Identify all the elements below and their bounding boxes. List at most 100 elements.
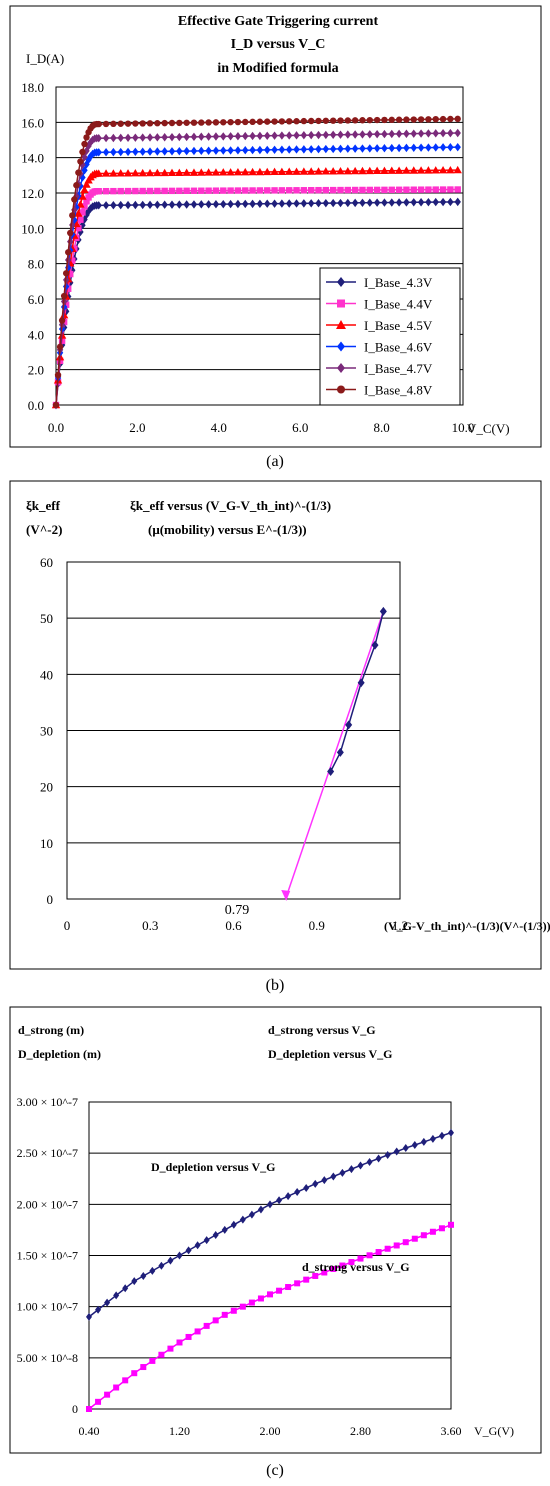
y-tick-label-b: 50: [40, 611, 53, 626]
data-point-a: [198, 119, 205, 126]
data-point-c: [140, 1364, 147, 1371]
data-point-c: [312, 1179, 319, 1188]
data-point-a: [110, 147, 117, 157]
data-point-a: [351, 144, 359, 153]
data-point-c: [402, 1144, 409, 1153]
data-point-a: [359, 144, 366, 153]
data-point-a: [447, 197, 454, 207]
data-point-c: [122, 1284, 129, 1293]
data-point-c: [185, 1246, 192, 1255]
data-point-a: [154, 133, 161, 142]
data-point-a: [161, 133, 168, 142]
y-tick-label-b: 30: [40, 724, 53, 739]
data-point-a: [138, 168, 147, 177]
data-point-c: [248, 1210, 255, 1219]
data-point-a: [432, 129, 439, 138]
data-point-a: [388, 198, 395, 207]
data-point-a: [271, 187, 278, 194]
data-point-a: [124, 120, 132, 127]
data-point-a: [286, 118, 293, 125]
data-point-a: [286, 187, 293, 194]
data-point-c: [303, 1276, 310, 1283]
data-point-a: [256, 187, 264, 194]
data-point-c: [375, 1249, 382, 1256]
data-point-c: [330, 1266, 337, 1273]
data-point-a: [67, 270, 74, 278]
data-point-a: [58, 317, 66, 324]
data-point-a: [387, 166, 396, 174]
legend-item-a: I_Base_4.7V: [326, 361, 433, 376]
data-point-a: [146, 147, 154, 156]
data-point-c: [176, 1251, 183, 1260]
chart-c-ylabel-1: d_strong (m): [18, 1023, 84, 1037]
data-point-a: [403, 186, 410, 193]
legend-label-a: I_Base_4.8V: [364, 383, 433, 398]
series-c-0: [86, 1128, 454, 1321]
data-point-a: [117, 200, 124, 210]
x-tick-label-b: 0.6: [225, 918, 242, 933]
data-point-a: [322, 117, 330, 124]
data-point-a: [403, 129, 410, 138]
legend-marker-a: [337, 363, 345, 373]
y-tick-label-a: 18.0: [21, 80, 44, 95]
legend-label-a: I_Base_4.7V: [364, 361, 433, 376]
data-point-a: [410, 143, 417, 152]
data-point-a: [110, 120, 117, 128]
data-point-a: [454, 197, 461, 207]
data-point-a: [234, 146, 242, 155]
data-point-a: [439, 115, 447, 123]
data-point-a: [146, 187, 154, 195]
data-point-a: [410, 186, 417, 193]
data-point-a: [190, 146, 198, 156]
data-point-c: [402, 1239, 409, 1246]
data-point-a: [321, 167, 331, 175]
x-tick-label-b: 0: [64, 918, 71, 933]
data-point-a: [286, 199, 293, 208]
data-point-a: [395, 143, 403, 153]
chart-c-ylabel-2: D_depletion (m): [18, 1047, 101, 1061]
data-point-a: [242, 199, 249, 209]
data-point-a: [256, 145, 264, 155]
data-point-a: [249, 118, 256, 126]
data-point-a: [264, 145, 271, 155]
data-point-a: [117, 133, 124, 143]
data-point-a: [117, 120, 124, 127]
data-point-a: [381, 144, 388, 153]
data-point-a: [337, 117, 344, 124]
data-point-a: [439, 129, 447, 138]
data-point-a: [79, 209, 86, 216]
data-point-a: [278, 145, 286, 154]
data-point-c: [267, 1200, 273, 1209]
x-tick-label-b: 0.9: [309, 918, 325, 933]
data-point-c: [113, 1384, 120, 1391]
data-point-a: [271, 199, 278, 208]
data-point-c: [393, 1242, 400, 1249]
fit-line-b: [285, 611, 385, 898]
series-I_Base_4.6V: [52, 142, 461, 410]
data-point-c: [149, 1357, 156, 1364]
data-point-a: [79, 173, 86, 182]
data-point-a: [249, 187, 256, 194]
data-point-a: [117, 147, 124, 157]
data-point-a: [219, 168, 228, 176]
data-point-c: [131, 1370, 138, 1377]
data-point-a: [403, 116, 410, 123]
data-point-a: [56, 343, 64, 351]
data-point-a: [234, 118, 242, 126]
x-tick-label-c: 2.80: [350, 1424, 371, 1438]
data-point-a: [124, 133, 132, 142]
data-point-a: [73, 182, 80, 189]
data-point-a: [109, 169, 118, 177]
y-tick-label-a: 6.0: [28, 292, 44, 307]
data-point-a: [402, 166, 411, 174]
data-point-a: [417, 129, 425, 138]
data-point-a: [410, 198, 417, 207]
data-point-c: [131, 1277, 138, 1286]
y-tick-label-a: 14.0: [21, 151, 44, 166]
data-point-b: [357, 678, 365, 688]
data-point-a: [417, 116, 425, 123]
data-point-a: [131, 168, 140, 177]
data-point-a: [167, 168, 177, 177]
data-point-a: [417, 143, 425, 152]
data-point-c: [149, 1266, 156, 1275]
